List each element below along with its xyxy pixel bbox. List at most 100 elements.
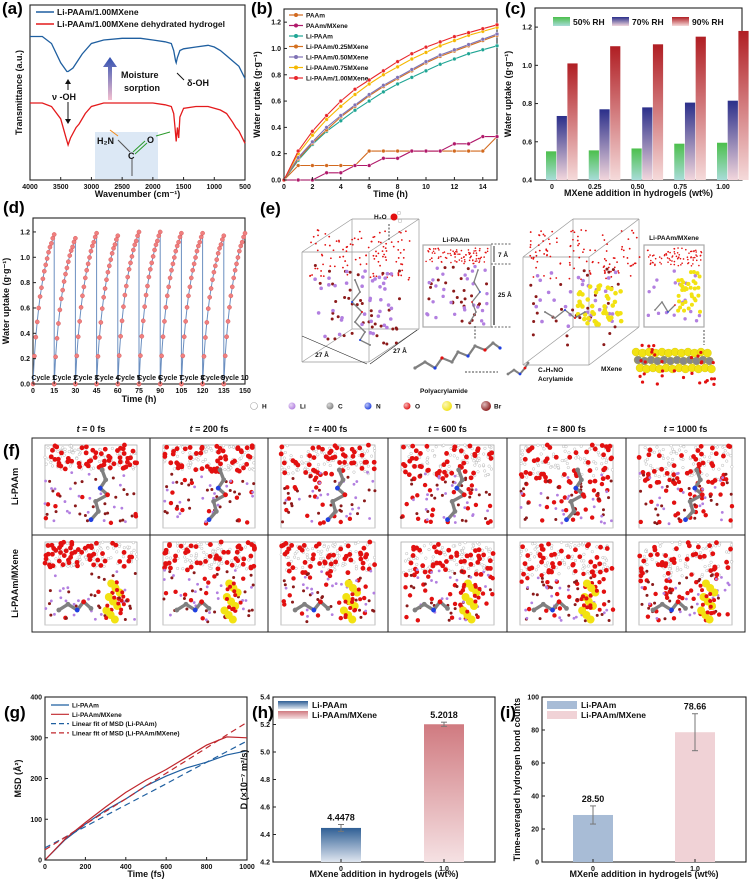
data-point	[438, 52, 443, 58]
h-atom	[199, 542, 203, 546]
data-point	[67, 253, 73, 258]
data-point	[225, 319, 231, 324]
time-label: t = 200 fs	[190, 424, 229, 434]
o-atom	[706, 479, 711, 484]
li-atom	[368, 331, 373, 335]
li-atom	[381, 281, 386, 286]
bar-70-rh	[684, 102, 696, 180]
water-molecule	[365, 254, 368, 257]
o-atom	[557, 606, 563, 611]
o-atom	[305, 513, 310, 518]
polymer-atom	[564, 606, 569, 611]
h-atom	[117, 544, 121, 548]
polymer-atom	[667, 311, 669, 313]
br-atom	[188, 506, 192, 510]
polymer-bond	[467, 345, 476, 357]
li-atom	[416, 576, 420, 580]
li-atom	[445, 597, 449, 601]
ti-atom	[695, 271, 700, 276]
o-atom	[403, 469, 408, 475]
ti-atom	[677, 299, 682, 304]
br-atom	[415, 512, 419, 516]
data-label: 78.66	[684, 702, 707, 712]
br-atom	[73, 504, 77, 508]
o-atom	[663, 553, 669, 558]
o-atom	[167, 542, 172, 547]
br-atom	[682, 508, 686, 512]
water-molecule	[529, 240, 532, 242]
water-molecule	[382, 255, 384, 258]
o-atom	[647, 447, 653, 453]
data-point	[112, 242, 118, 247]
mxene-label: MXene	[601, 366, 622, 373]
o-atom	[705, 610, 710, 615]
o-atom	[559, 499, 564, 504]
water-molecule	[542, 240, 545, 242]
h-atom	[354, 564, 358, 568]
h-atom	[669, 574, 673, 578]
h-atom	[677, 448, 681, 452]
br-atom	[170, 472, 174, 476]
o-atom	[671, 472, 677, 478]
br-atom	[639, 489, 643, 493]
data-point	[210, 277, 215, 283]
br-atom	[436, 278, 440, 282]
y-tick-label: 0	[535, 860, 539, 867]
li-atom	[546, 290, 551, 295]
water-molecule	[537, 244, 540, 247]
ti-atom	[618, 318, 624, 324]
br-atom	[333, 337, 337, 341]
x-tick-label: 2000	[145, 184, 161, 191]
li-atom	[681, 491, 685, 494]
o-atom	[655, 562, 661, 568]
water-molecule	[316, 267, 319, 270]
o-atom	[92, 455, 98, 460]
h-atom	[465, 461, 469, 465]
o-atom	[112, 595, 117, 600]
li-atom	[675, 472, 679, 476]
h-atom	[566, 466, 570, 470]
o-atom	[49, 551, 55, 557]
slice-title: Li-PAAm/MXene	[649, 235, 699, 242]
o-atom	[189, 480, 195, 486]
h-atom	[319, 557, 323, 561]
br-atom	[252, 482, 256, 486]
o-atom	[331, 552, 336, 558]
br-atom	[125, 492, 129, 496]
water-molecule	[613, 257, 616, 260]
data-point	[438, 148, 443, 154]
br-atom	[644, 502, 648, 506]
o-atom	[539, 543, 544, 549]
data-point	[324, 117, 329, 122]
water-molecule	[695, 251, 698, 253]
o-atom	[200, 616, 205, 621]
panel-label-h: (h)	[252, 703, 274, 722]
data-point	[367, 81, 372, 87]
water-molecule	[559, 262, 562, 265]
x-tick-label: 800	[201, 864, 213, 871]
data-point	[183, 319, 188, 324]
o-atom	[472, 453, 478, 459]
o-atom	[188, 564, 194, 570]
data-point	[60, 287, 65, 293]
carbon-label: C	[128, 151, 135, 161]
o-atom	[241, 556, 247, 562]
h-atom	[182, 541, 186, 545]
h-atom	[709, 560, 713, 564]
h-atom	[432, 454, 436, 458]
simulation-box	[519, 444, 614, 529]
h-atom	[295, 550, 299, 554]
o-atom	[577, 554, 583, 560]
water-molecule	[399, 231, 402, 234]
polymer-atom	[361, 311, 363, 313]
h-atom	[50, 464, 54, 468]
br-atom	[444, 281, 448, 285]
li-atom	[179, 594, 183, 597]
polymer-bond	[434, 357, 443, 369]
h-atom	[564, 458, 568, 462]
water-molecule	[555, 241, 558, 244]
li-atom	[245, 482, 249, 486]
h-atom	[201, 460, 205, 464]
water-molecule	[651, 255, 654, 257]
h-atom	[706, 459, 710, 463]
